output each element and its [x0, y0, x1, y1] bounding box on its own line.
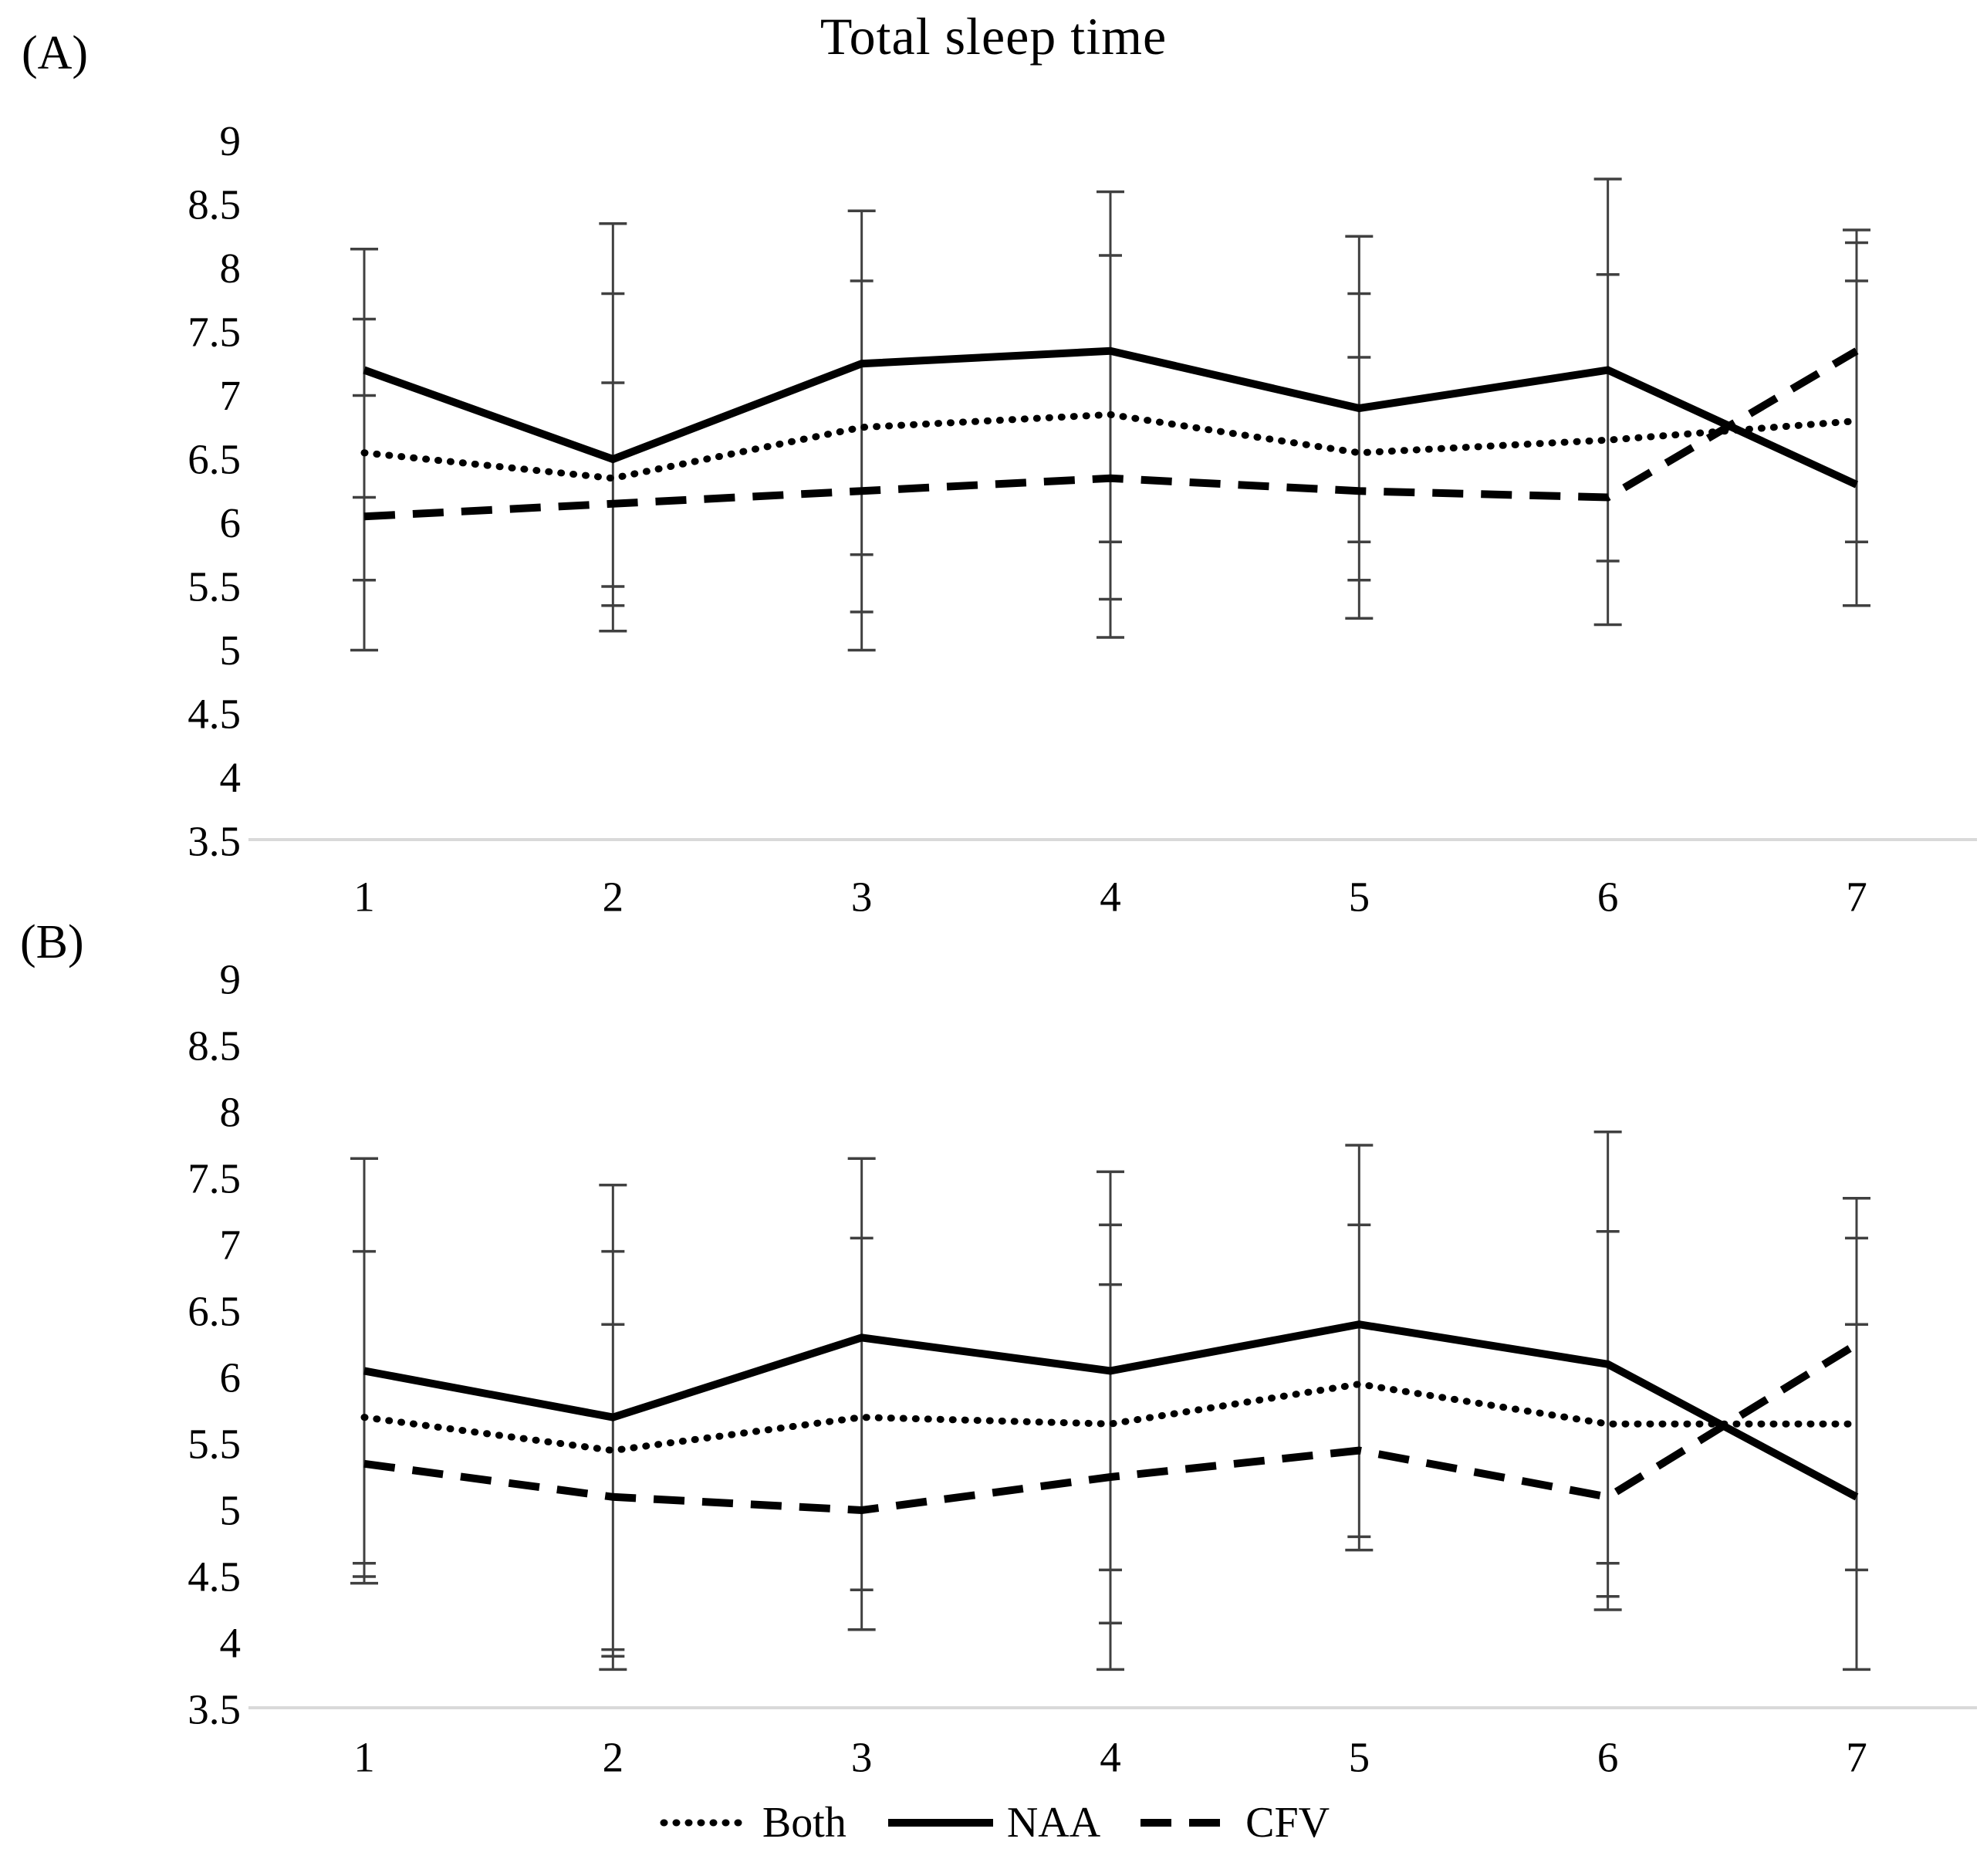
y-tick-label: 7.5	[188, 1155, 241, 1202]
x-tick-label: 5	[1349, 1734, 1370, 1781]
y-tick-label: 4.5	[188, 691, 241, 738]
panel-b-label: (B)	[20, 916, 84, 968]
legend-solid-line-icon	[887, 1819, 993, 1827]
y-tick-label: 7	[220, 372, 242, 419]
series-line-naa	[363, 346, 1859, 488]
y-tick-label: 9	[220, 117, 242, 164]
y-tick-label: 7.5	[188, 309, 241, 356]
y-tick-label: 8	[220, 245, 242, 292]
panel-a-label: (A)	[22, 27, 89, 79]
legend: Both NAA CFV	[0, 1798, 1987, 1847]
legend-label-cfv: CFV	[1245, 1799, 1330, 1847]
y-tick-label: 6	[220, 499, 242, 546]
series-line-both	[360, 1381, 1860, 1455]
legend-dashed-line-icon	[1140, 1819, 1234, 1827]
series-line-cfv	[363, 1340, 1859, 1515]
y-tick-label: 8	[220, 1089, 242, 1136]
x-tick-label: 6	[1597, 1734, 1619, 1781]
y-tick-label: 9	[220, 956, 242, 1003]
legend-label-naa: NAA	[1006, 1799, 1101, 1847]
y-tick-label: 6.5	[188, 1288, 241, 1335]
x-tick-label: 3	[851, 874, 873, 921]
x-tick-label: 3	[851, 1734, 873, 1781]
y-tick-label: 5	[220, 1487, 242, 1534]
x-tick-label: 1	[353, 1734, 375, 1781]
y-tick-label: 3.5	[188, 818, 241, 865]
x-tick-label: 7	[1846, 874, 1867, 921]
y-tick-label: 4	[220, 1620, 242, 1667]
x-tick-label: 7	[1846, 1734, 1867, 1781]
y-tick-label: 3.5	[188, 1686, 241, 1733]
y-tick-label: 4.5	[188, 1553, 241, 1601]
legend-item-both: Both	[657, 1798, 847, 1847]
legend-label-both: Both	[762, 1799, 847, 1847]
error-bars	[350, 1131, 1870, 1671]
y-tick-label: 7	[220, 1222, 242, 1269]
y-tick-label: 6	[220, 1354, 242, 1401]
y-tick-label: 5.5	[188, 1421, 241, 1468]
y-tick-label: 5	[220, 627, 242, 674]
legend-dotted-line-icon	[660, 1819, 748, 1827]
x-tick-label: 6	[1597, 874, 1619, 921]
error-bars	[350, 177, 1870, 652]
series-line-cfv	[363, 347, 1859, 521]
series-line-both	[360, 411, 1860, 482]
y-tick-label: 8.5	[188, 1023, 241, 1070]
x-tick-label: 2	[603, 874, 624, 921]
x-tick-label: 4	[1100, 1734, 1121, 1781]
series-line-naa	[363, 1320, 1859, 1501]
legend-item-naa: NAA	[887, 1798, 1100, 1847]
x-tick-label: 4	[1100, 874, 1121, 921]
y-tick-label: 6.5	[188, 436, 241, 483]
chart-title: Total sleep time	[819, 7, 1168, 66]
y-tick-label: 4	[220, 754, 242, 801]
x-tick-label: 2	[603, 1734, 624, 1781]
y-tick-label: 5.5	[188, 563, 241, 610]
x-tick-label: 1	[353, 874, 375, 921]
y-tick-label: 8.5	[188, 181, 241, 228]
legend-item-cfv: CFV	[1140, 1798, 1330, 1847]
x-tick-label: 5	[1349, 874, 1370, 921]
